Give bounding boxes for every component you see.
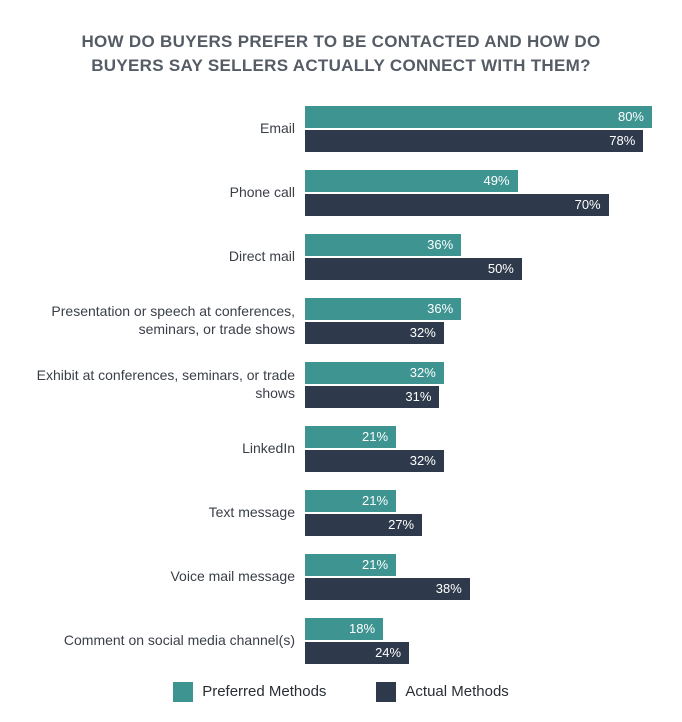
bar-value: 21% bbox=[362, 429, 388, 444]
bar-wrap: 27% bbox=[305, 514, 652, 536]
bar-preferred: 21% bbox=[305, 554, 396, 576]
bar-preferred: 32% bbox=[305, 362, 444, 384]
legend-item-preferred: Preferred Methods bbox=[173, 682, 326, 702]
bar-value: 36% bbox=[427, 301, 453, 316]
bar-value: 27% bbox=[388, 517, 414, 532]
bar-value: 32% bbox=[410, 365, 436, 380]
bar-wrap: 21% bbox=[305, 554, 652, 576]
bar-value: 36% bbox=[427, 237, 453, 252]
chart-row: Phone call 49% 70% bbox=[30, 170, 652, 216]
category-label: Email bbox=[30, 120, 305, 138]
bar-value: 21% bbox=[362, 557, 388, 572]
legend-swatch-actual bbox=[376, 682, 396, 702]
bar-wrap: 18% bbox=[305, 618, 652, 640]
category-label: Comment on social media channel(s) bbox=[30, 632, 305, 650]
bar-wrap: 32% bbox=[305, 322, 652, 344]
legend: Preferred Methods Actual Methods bbox=[30, 682, 652, 702]
bar-value: 18% bbox=[349, 621, 375, 636]
chart-row: Text message21%27% bbox=[30, 490, 652, 536]
chart-row: Comment on social media channel(s)18%24% bbox=[30, 618, 652, 664]
bar-wrap: 78% bbox=[305, 130, 652, 152]
chart-row: LinkedIn 21% 32% bbox=[30, 426, 652, 472]
bar-area: 18%24% bbox=[305, 618, 652, 664]
bar-area: 36% 32% bbox=[305, 298, 652, 344]
bar-actual: 24% bbox=[305, 642, 409, 664]
legend-item-actual: Actual Methods bbox=[376, 682, 508, 702]
bar-chart: Email80%78%Phone call49%70%Direct mail36… bbox=[30, 106, 652, 664]
bar-wrap: 21% bbox=[305, 426, 652, 448]
category-label: Presentation or speech at conferences, s… bbox=[30, 303, 305, 338]
bar-preferred: 36% bbox=[305, 298, 461, 320]
bar-wrap: 50% bbox=[305, 258, 652, 280]
bar-value: 70% bbox=[575, 197, 601, 212]
bar-actual: 38% bbox=[305, 578, 470, 600]
bar-wrap: 32% bbox=[305, 362, 652, 384]
bar-value: 38% bbox=[436, 581, 462, 596]
bar-value: 78% bbox=[609, 133, 635, 148]
bar-actual: 27% bbox=[305, 514, 422, 536]
bar-wrap: 80% bbox=[305, 106, 652, 128]
bar-actual: 70% bbox=[305, 194, 609, 216]
bar-preferred: 21% bbox=[305, 426, 396, 448]
bar-area: 80% 78% bbox=[305, 106, 652, 152]
bar-area: 32% 31% bbox=[305, 362, 652, 408]
bar-wrap: 70% bbox=[305, 194, 652, 216]
bar-preferred: 21% bbox=[305, 490, 396, 512]
category-label: Text message bbox=[30, 504, 305, 522]
bar-wrap: 38% bbox=[305, 578, 652, 600]
bar-actual: 31% bbox=[305, 386, 439, 408]
bar-preferred: 36% bbox=[305, 234, 461, 256]
bar-wrap: 21% bbox=[305, 490, 652, 512]
chart-row: Direct mail 36% 50% bbox=[30, 234, 652, 280]
legend-swatch-preferred bbox=[173, 682, 193, 702]
chart-row: Email 80% 78% bbox=[30, 106, 652, 152]
bar-wrap: 32% bbox=[305, 450, 652, 472]
bar-area: 49% 70% bbox=[305, 170, 652, 216]
bar-wrap: 31% bbox=[305, 386, 652, 408]
bar-area: 36% 50% bbox=[305, 234, 652, 280]
bar-value: 49% bbox=[484, 173, 510, 188]
chart-title: HOW DO BUYERS PREFER TO BE CONTACTED AND… bbox=[30, 30, 652, 78]
bar-area: 21% 32% bbox=[305, 426, 652, 472]
bar-wrap: 36% bbox=[305, 234, 652, 256]
bar-value: 21% bbox=[362, 493, 388, 508]
bar-preferred: 18% bbox=[305, 618, 383, 640]
bar-value: 31% bbox=[405, 389, 431, 404]
bar-value: 24% bbox=[375, 645, 401, 660]
bar-area: 21% 38% bbox=[305, 554, 652, 600]
category-label: Phone call bbox=[30, 184, 305, 202]
bar-value: 32% bbox=[410, 325, 436, 340]
bar-wrap: 49% bbox=[305, 170, 652, 192]
bar-value: 32% bbox=[410, 453, 436, 468]
category-label: Exhibit at conferences, seminars, or tra… bbox=[30, 367, 305, 402]
bar-preferred: 80% bbox=[305, 106, 652, 128]
bar-actual: 78% bbox=[305, 130, 643, 152]
legend-label-preferred: Preferred Methods bbox=[202, 683, 326, 700]
bar-value: 50% bbox=[488, 261, 514, 276]
bar-wrap: 24% bbox=[305, 642, 652, 664]
chart-row: Voice mail message 21% 38% bbox=[30, 554, 652, 600]
chart-row: Exhibit at conferences, seminars, or tra… bbox=[30, 362, 652, 408]
category-label: LinkedIn bbox=[30, 440, 305, 458]
bar-area: 21%27% bbox=[305, 490, 652, 536]
category-label: Direct mail bbox=[30, 248, 305, 266]
bar-wrap: 36% bbox=[305, 298, 652, 320]
bar-value: 80% bbox=[618, 109, 644, 124]
category-label: Voice mail message bbox=[30, 568, 305, 586]
bar-actual: 32% bbox=[305, 450, 444, 472]
chart-row: Presentation or speech at conferences, s… bbox=[30, 298, 652, 344]
bar-preferred: 49% bbox=[305, 170, 518, 192]
bar-actual: 50% bbox=[305, 258, 522, 280]
legend-label-actual: Actual Methods bbox=[405, 683, 508, 700]
bar-actual: 32% bbox=[305, 322, 444, 344]
